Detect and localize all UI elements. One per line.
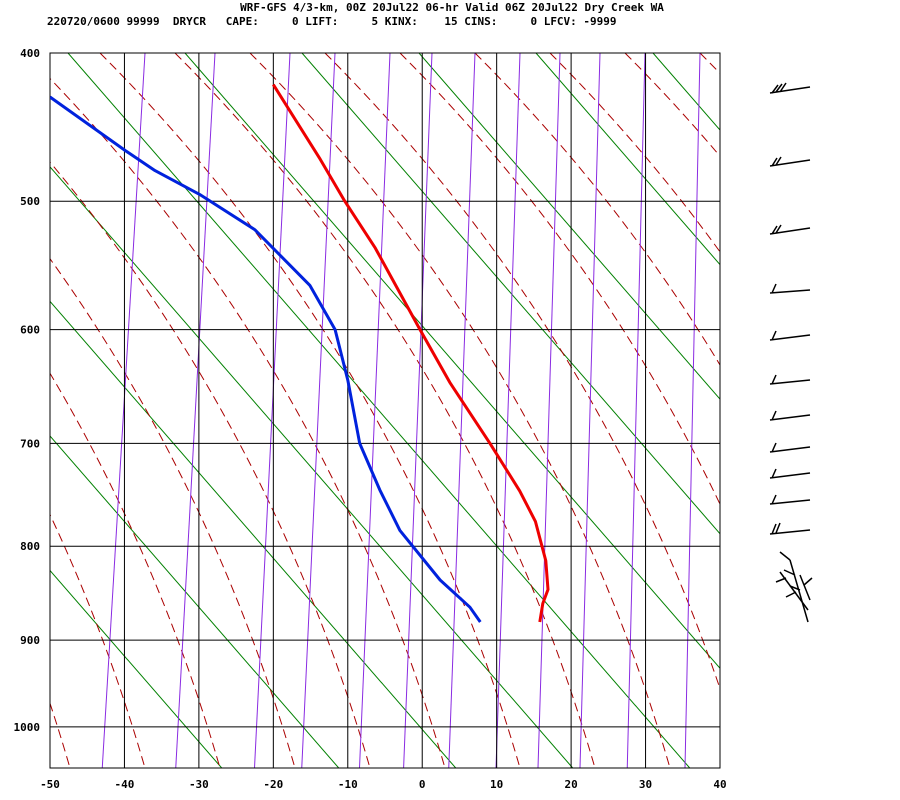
dry-adiabat [50, 569, 223, 768]
background-lines [50, 53, 720, 768]
dry-adiabat [50, 166, 574, 768]
moist-adiabat [50, 701, 71, 768]
mixing-ratio-line [101, 53, 146, 768]
moist-adiabat [50, 161, 371, 768]
moist-adiabat [399, 53, 720, 506]
moist-adiabat [699, 53, 720, 75]
x-tick-label: 30 [639, 778, 652, 791]
profile-line [272, 83, 550, 623]
dry-adiabat [652, 53, 720, 131]
mixing-ratio-line [50, 53, 51, 61]
y-tick-label: 900 [20, 634, 40, 647]
moist-adiabat [50, 513, 146, 768]
mixing-ratio-line [175, 53, 216, 768]
moist-adiabat [324, 53, 720, 691]
profile-line [50, 95, 482, 623]
moist-adiabat [50, 258, 296, 768]
moist-adiabat [624, 53, 720, 157]
dry-adiabat [50, 435, 340, 768]
x-tick-label: -10 [338, 778, 358, 791]
moist-adiabat [50, 372, 221, 768]
dry-adiabat [50, 300, 457, 768]
mixing-ratio-line [301, 53, 336, 768]
plot: 400 500 600 700 800 900 1000 -50 -40 -30 -20 -10 0 10… [14, 47, 727, 791]
dry-adiabat [67, 53, 691, 768]
mixing-ratio-line [254, 53, 291, 768]
mixing-ratio-line [626, 53, 646, 768]
dry-adiabat [184, 53, 720, 670]
y-tick-label: 500 [20, 195, 40, 208]
x-tick-label: 20 [564, 778, 577, 791]
moist-adiabat [549, 53, 720, 253]
mixing-ratio-line [403, 53, 433, 768]
wind-barbs [769, 82, 813, 623]
moist-adiabat [249, 53, 671, 768]
mixing-ratio-line [359, 53, 391, 768]
dry-adiabat [535, 53, 720, 266]
mixing-ratio-line [495, 53, 521, 768]
mixing-ratio-line [448, 53, 476, 768]
chart-title: WRF-GFS 4/3-km, 00Z 20Jul22 06-hr Valid … [240, 1, 664, 14]
moist-adiabat [174, 53, 596, 768]
moist-adiabat [99, 53, 521, 768]
moist-adiabat [50, 77, 446, 768]
y-tick-label: 1000 [14, 721, 41, 734]
dry-adiabat [301, 53, 720, 535]
x-tick-label: -40 [115, 778, 135, 791]
x-tick-label: -30 [189, 778, 209, 791]
mixing-ratio-line [537, 53, 561, 768]
y-tick-label: 700 [20, 437, 40, 450]
x-tick-label: 40 [713, 778, 726, 791]
dry-adiabat [418, 53, 720, 400]
moist-adiabat [474, 53, 720, 367]
x-tick-label: 0 [419, 778, 426, 791]
mixing-ratio-line [684, 53, 701, 768]
y-tick-label: 800 [20, 540, 40, 553]
x-tick-label: -20 [263, 778, 283, 791]
x-tick-label: 10 [490, 778, 503, 791]
x-tick-label: -50 [40, 778, 60, 791]
y-tick-label: 400 [20, 47, 40, 60]
y-tick-label: 600 [20, 324, 40, 337]
chart-subtitle: 220720/0600 99999 DRYCR CAPE: 0 LIFT: 5 … [47, 15, 617, 28]
mixing-ratio-line [579, 53, 601, 768]
